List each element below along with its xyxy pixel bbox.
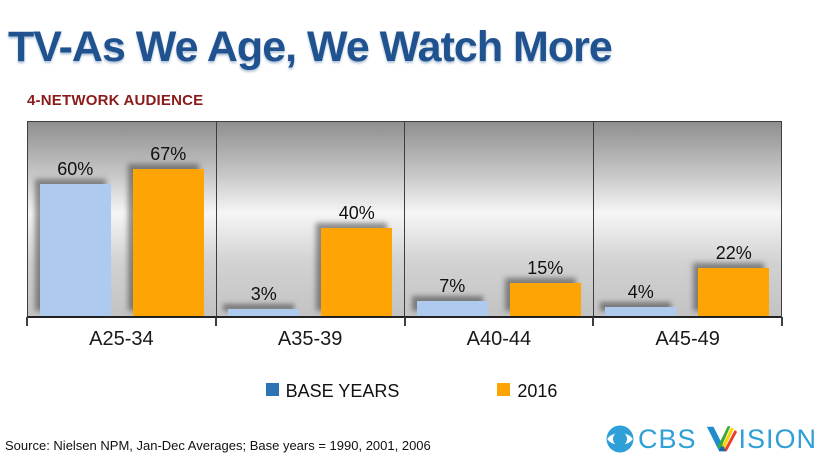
x-axis-label-a35-39: A35-39 <box>277 328 343 350</box>
bar-base-years-a40-44 <box>416 301 488 316</box>
axis-tick <box>214 317 217 326</box>
category-panel-a35-39: 3% 40% <box>217 122 405 316</box>
legend-item-2016: 2016 <box>497 382 557 400</box>
source-note: Source: Nielsen NPM, Jan-Dec Averages; B… <box>5 438 431 453</box>
bar-2016-a40-44 <box>509 283 581 316</box>
bar-value-label: 60% <box>57 159 94 179</box>
bar-value-label: 67% <box>150 144 187 164</box>
axis-tick <box>26 317 28 326</box>
bar-value-label: 40% <box>338 203 375 223</box>
logo-brand-text: CBS <box>637 423 697 454</box>
plot-area: 60% 67% 3% 40% 7% 15% 4% 22% <box>27 121 782 318</box>
vision-v-icon <box>707 426 738 452</box>
bar-base-years-a25-34 <box>39 184 111 316</box>
category-panel-a40-44: 7% 15% <box>405 122 594 316</box>
x-axis-label-a45-49: A45-49 <box>655 328 720 350</box>
cbs-eye-icon <box>606 425 634 453</box>
bar-base-years-a45-49 <box>605 307 677 316</box>
category-panel-a45-49: 4% 22% <box>594 122 782 316</box>
legend-swatch-icon <box>497 383 511 396</box>
page-title: TV-As We Age, We Watch More <box>8 22 613 71</box>
bar-value-label: 15% <box>527 258 564 278</box>
axis-tick <box>781 317 783 326</box>
legend-swatch-icon <box>265 383 279 396</box>
bar-value-label: 22% <box>715 243 752 263</box>
axis-tick <box>592 317 595 326</box>
bar-value-label: 7% <box>439 276 466 296</box>
axis-tick <box>403 317 406 326</box>
x-axis-label-a25-34: A25-34 <box>89 328 154 350</box>
bar-value-label: 3% <box>250 284 277 304</box>
bar-value-label: 4% <box>627 282 654 302</box>
legend-label: 2016 <box>517 381 558 401</box>
x-axis-label-a40-44: A40-44 <box>466 328 532 350</box>
bar-2016-a45-49 <box>698 268 770 316</box>
logo-product-text: ISION <box>738 423 817 454</box>
cbs-vision-logo: CBS ISION <box>605 420 817 458</box>
bar-base-years-a35-39 <box>228 309 300 316</box>
legend-label: BASE YEARS <box>285 381 400 401</box>
bar-2016-a35-39 <box>321 228 393 316</box>
legend-item-base-years: BASE YEARS <box>265 381 400 401</box>
x-axis-labels: A25-34 A35-39 A40-44 A45-49 <box>27 328 782 351</box>
bar-2016-a25-34 <box>132 169 204 316</box>
category-panel-a25-34: 60% 67% <box>28 122 217 316</box>
chart-legend: BASE YEARS 2016 <box>0 382 823 400</box>
chart-subtitle: 4-NETWORK AUDIENCE <box>27 92 204 109</box>
